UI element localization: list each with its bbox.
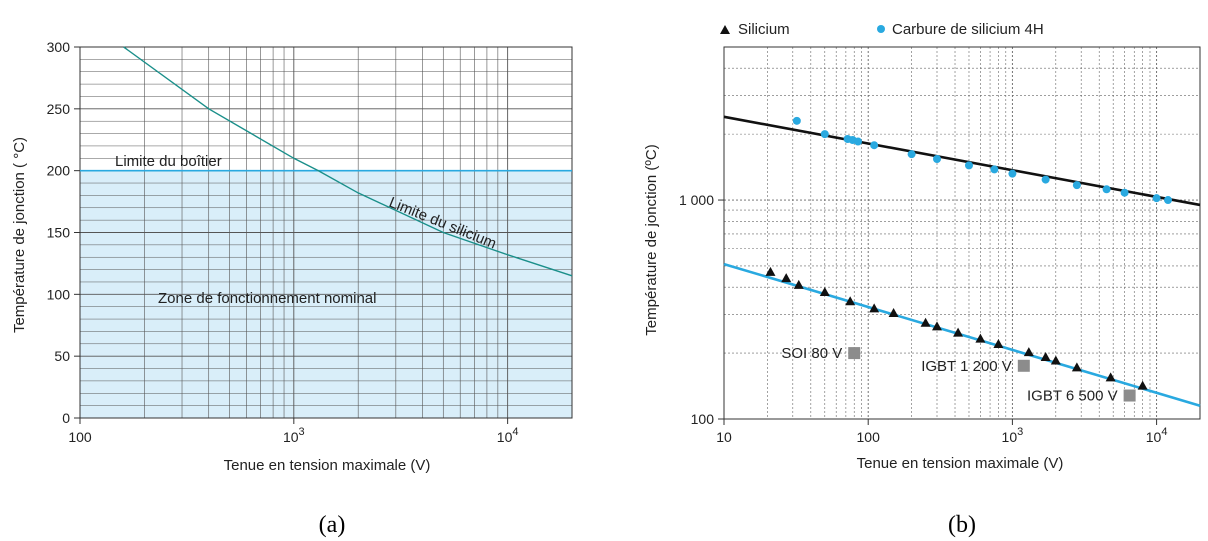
- data-point-carbure: [1152, 194, 1161, 203]
- data-point-carbure: [932, 154, 941, 163]
- device-marker: [1017, 359, 1030, 372]
- data-point-carbure: [820, 130, 829, 139]
- caption-a: (a): [319, 512, 346, 538]
- data-point-silicium: [869, 303, 880, 313]
- data-point-silicium: [931, 321, 942, 331]
- data-point-carbure: [1120, 188, 1129, 197]
- data-point-silicium: [819, 287, 830, 297]
- data-point-carbure: [1072, 181, 1081, 190]
- data-point-carbure: [854, 137, 863, 146]
- x-tick-label: 10: [716, 429, 732, 445]
- data-point-carbure: [792, 116, 801, 125]
- x-axis-label-b: Tenue en tension maximale (V): [857, 455, 1064, 472]
- y-tick-label: 100: [691, 411, 715, 427]
- grid-b: [724, 47, 1200, 419]
- data-point-silicium: [765, 266, 776, 276]
- caption-b: (b): [948, 512, 976, 538]
- y-tick-label: 50: [54, 348, 70, 364]
- y-axis-label-b: Température de jonction (ºC): [643, 144, 660, 335]
- x-tick-label: 103: [283, 426, 305, 445]
- nominal-zone-label: Zone de fonctionnement nominal: [158, 290, 376, 307]
- y-tick-label: 250: [47, 101, 71, 117]
- data-point-carbure: [870, 141, 879, 150]
- data-point-carbure: [964, 161, 973, 170]
- limite-boitier-label: Limite du boîtier: [115, 153, 222, 170]
- x-axis-label-a: Tenue en tension maximale (V): [224, 457, 431, 474]
- x-tick-label: 103: [1002, 426, 1024, 445]
- device-marker: [1123, 389, 1136, 402]
- data-point-silicium: [975, 333, 986, 343]
- data-point-carbure: [1041, 175, 1050, 184]
- y-tick-label: 1 000: [679, 192, 714, 208]
- y-axis-label-a: Température de jonction ( °C): [11, 137, 28, 333]
- device-marker: [848, 347, 861, 360]
- data-points-b: [765, 116, 1173, 390]
- y-tick-label: 300: [47, 39, 71, 55]
- data-point-carbure: [1102, 185, 1111, 194]
- device-label: IGBT 6 500 V: [1027, 388, 1118, 405]
- data-point-silicium: [1105, 372, 1116, 382]
- x-tick-label: 100: [857, 429, 881, 445]
- legend-label-carbure: Carbure de silicium 4H: [892, 21, 1044, 38]
- annotations-b: SOI 80 V IGBT 1 200 V IGBT 6 500 V: [781, 345, 1136, 405]
- data-point-silicium: [1050, 355, 1061, 365]
- data-point-silicium: [993, 339, 1004, 349]
- data-point-carbure: [907, 150, 916, 159]
- plot-frame-b: [723, 46, 1201, 420]
- device-label: IGBT 1 200 V: [921, 358, 1012, 375]
- y-tick-label: 200: [47, 163, 71, 179]
- data-point-carbure: [1164, 196, 1173, 205]
- x-tick-label: 104: [1146, 426, 1168, 445]
- y-tick-label: 100: [47, 286, 71, 302]
- x-tick-label: 100: [68, 429, 92, 445]
- data-point-carbure: [990, 165, 999, 174]
- legend-marker-carbure: [877, 25, 885, 33]
- data-point-silicium: [953, 327, 964, 337]
- data-point-silicium: [920, 317, 931, 327]
- data-point-silicium: [1023, 347, 1034, 357]
- data-point-silicium: [1071, 362, 1082, 372]
- x-tick-label: 104: [497, 426, 519, 445]
- data-point-silicium: [1137, 380, 1148, 390]
- device-label: SOI 80 V: [781, 345, 842, 362]
- data-point-silicium: [793, 279, 804, 289]
- legend-marker-silicium: [720, 25, 730, 34]
- data-point-silicium: [1040, 351, 1051, 361]
- y-tick-label: 0: [62, 410, 70, 426]
- limite-silicium-line: [123, 46, 573, 277]
- legend-b: Silicium Carbure de silicium 4H: [720, 21, 1044, 38]
- legend-label-silicium: Silicium: [738, 21, 790, 38]
- data-point-silicium: [845, 296, 856, 306]
- data-point-silicium: [781, 273, 792, 283]
- trend-line-sic: [723, 115, 1201, 207]
- data-point-carbure: [1008, 169, 1017, 178]
- y-tick-label: 150: [47, 225, 71, 241]
- chart-a: 0 50 100 150 200 250 300 100 103 104 Limite du bo…: [11, 39, 573, 538]
- data-point-silicium: [888, 307, 899, 317]
